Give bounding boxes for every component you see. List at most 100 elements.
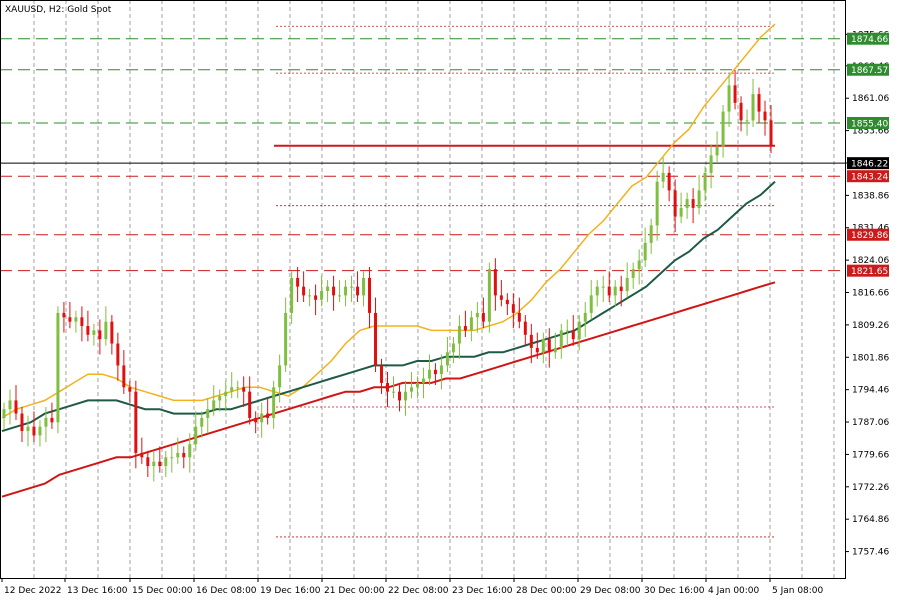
candle-body — [733, 85, 737, 103]
candle-body — [80, 317, 84, 327]
time-tick-label: 22 Dec 08:00 — [388, 586, 449, 596]
price-tick-label: 1794.46 — [852, 386, 889, 396]
candle-body — [308, 295, 312, 297]
time-tick-label: 23 Dec 16:00 — [452, 586, 513, 596]
candle-body — [296, 277, 300, 287]
candle-body — [74, 317, 78, 322]
candle-body — [104, 321, 108, 340]
candle-body — [302, 286, 306, 296]
candle-body — [445, 352, 449, 366]
candle-body — [745, 120, 749, 122]
candle-body — [433, 369, 437, 375]
candle-body — [553, 347, 557, 353]
candle-body — [631, 269, 635, 278]
candle-body — [523, 321, 527, 335]
candle-body — [415, 382, 419, 388]
candle-body — [649, 225, 653, 243]
candle-body — [589, 295, 593, 313]
candle-body — [637, 260, 641, 270]
candle-body — [248, 391, 252, 418]
candle-body — [691, 199, 695, 208]
candle-body — [499, 295, 503, 300]
candle-body — [601, 286, 605, 288]
candle-body — [188, 444, 192, 458]
candle-body — [158, 461, 162, 467]
price-tick-label: 1801.86 — [852, 353, 889, 363]
price-badge — [847, 264, 889, 277]
price-tick-label: 1809.26 — [852, 321, 889, 331]
candle-body — [721, 111, 725, 147]
candle-body — [427, 369, 431, 379]
candle-body — [200, 417, 204, 427]
candle-body — [182, 452, 186, 458]
time-tick-label: 16 Dec 08:00 — [196, 586, 257, 596]
candle-body — [667, 172, 671, 191]
price-badge — [847, 32, 889, 45]
candle-body — [751, 94, 755, 121]
candle-body — [559, 330, 563, 348]
chart-title: XAUUSD, H2: Gold Spot — [5, 5, 112, 15]
candle-body — [727, 85, 731, 112]
candle-body — [314, 295, 318, 300]
candle-body — [122, 365, 126, 388]
time-tick-label: 21 Dec 00:00 — [324, 586, 385, 596]
candle-body — [583, 312, 587, 322]
time-axis[interactable]: 12 Dec 2022 13 Dec 16:00 15 Dec 00:00 16 De… — [1, 578, 824, 596]
price-tick-label: 1861.06 — [852, 94, 889, 104]
time-tick-label: 29 Dec 08:00 — [580, 586, 641, 596]
price-tick-label: 1831.46 — [852, 224, 889, 234]
candle-body — [56, 312, 60, 423]
price-badge-label: 1846.22 — [851, 160, 888, 170]
price-badge-label: 1843.24 — [851, 173, 888, 183]
price-tick-label: 1787.06 — [852, 418, 889, 428]
price-level-badges: 1874.66 1867.57 1855.40 1846.22 1843.24 1829.… — [847, 32, 889, 277]
moving-average-ma_mid — [1, 180, 776, 433]
candle-body — [32, 426, 36, 436]
candle-body — [541, 339, 545, 353]
candle-body — [643, 242, 647, 261]
price-tick-label: 1838.86 — [852, 191, 889, 201]
time-tick-label: 28 Dec 00:00 — [516, 586, 577, 596]
candle-body — [320, 291, 324, 300]
candle-body — [50, 417, 54, 423]
candle-body — [535, 347, 539, 353]
candle-body — [715, 146, 719, 156]
price-badge — [847, 228, 889, 241]
price-badge-label: 1867.57 — [851, 66, 888, 76]
candle-body — [362, 277, 366, 296]
candle-body — [577, 321, 581, 340]
candle-body — [98, 330, 102, 340]
candle-body — [391, 391, 395, 393]
time-tick-label: 13 Dec 16:00 — [67, 586, 128, 596]
price-badge — [847, 170, 889, 183]
candle-body — [134, 391, 138, 453]
candle-body — [206, 409, 210, 418]
price-badge-label: 1874.66 — [851, 35, 888, 45]
time-tick-label: 15 Dec 00:00 — [132, 586, 193, 596]
candle-body — [260, 413, 264, 423]
support-resistance-boxes — [274, 25, 775, 538]
candle-body — [266, 413, 270, 418]
candle-body — [110, 321, 114, 344]
candle-body — [194, 426, 198, 445]
candle-body — [140, 452, 144, 458]
candle-body — [176, 452, 180, 458]
candle-body — [457, 326, 461, 344]
candle-body — [673, 190, 677, 217]
candlesticks — [2, 70, 773, 482]
candle-body — [62, 312, 66, 318]
candle-body — [469, 317, 473, 331]
time-tick-label: 30 Dec 16:00 — [644, 586, 705, 596]
candle-body — [380, 365, 384, 383]
candle-body — [170, 457, 174, 459]
candle-body — [595, 286, 599, 296]
price-tick-label: 1824.06 — [852, 256, 889, 266]
candle-body — [547, 339, 551, 353]
candle-body — [409, 387, 413, 392]
candle-body — [685, 199, 689, 208]
candle-body — [230, 387, 234, 392]
candle-body — [421, 378, 425, 383]
candle-body — [511, 304, 515, 313]
candle-body — [164, 457, 168, 467]
